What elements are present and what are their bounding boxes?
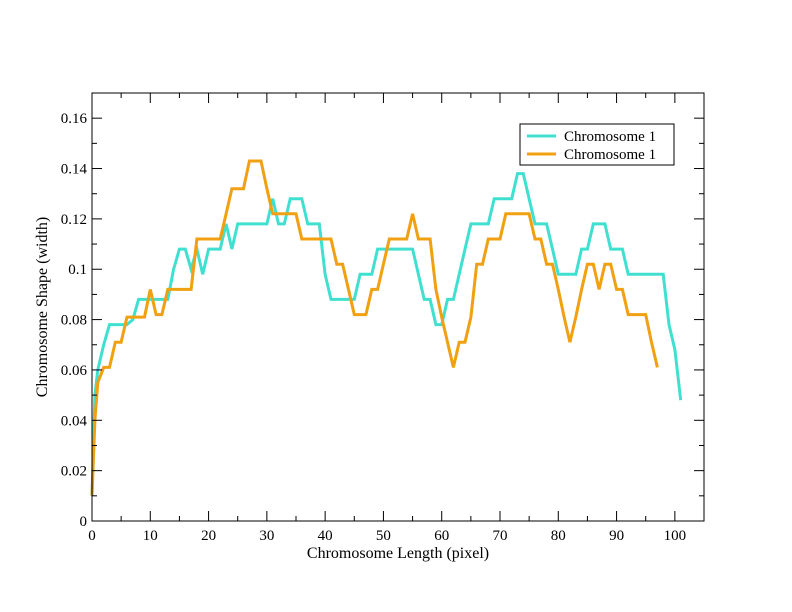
x-tick-label: 60 bbox=[434, 528, 449, 544]
x-tick-label: 90 bbox=[609, 528, 624, 544]
x-tick-label: 100 bbox=[664, 528, 687, 544]
y-axis-title: Chromosome Shape (width) bbox=[34, 217, 51, 397]
y-tick-label: 0 bbox=[80, 514, 88, 530]
legend-label-series-2: Chromosome 1 bbox=[564, 147, 656, 163]
plot-frame bbox=[91, 92, 705, 522]
x-tick-label: 40 bbox=[318, 528, 333, 544]
y-tick-label: 0.12 bbox=[61, 212, 87, 228]
x-tick-label: 10 bbox=[143, 528, 158, 544]
legend-box bbox=[519, 123, 675, 166]
y-tick-label: 0.08 bbox=[61, 313, 87, 329]
series-line-1 bbox=[90, 172, 683, 496]
legend-label-series-1: Chromosome 1 bbox=[564, 129, 656, 145]
series-layer bbox=[90, 159, 683, 496]
y-tick-label: 0.04 bbox=[61, 413, 88, 429]
x-tick-label: 80 bbox=[551, 528, 566, 544]
y-tick-label: 0.16 bbox=[61, 111, 88, 127]
y-tick-label: 0.1 bbox=[68, 262, 87, 278]
x-tick-label: 70 bbox=[493, 528, 508, 544]
x-tick-label: 50 bbox=[376, 528, 391, 544]
y-tick-label: 0.02 bbox=[61, 464, 87, 480]
x-tick-label: 20 bbox=[201, 528, 216, 544]
legend: Chromosome 1 Chromosome 1 bbox=[519, 123, 675, 166]
y-tick-label: 0.06 bbox=[61, 363, 88, 379]
series-line-2 bbox=[90, 159, 659, 496]
y-tick-label: 0.14 bbox=[61, 162, 88, 178]
x-axis-title: Chromosome Length (pixel) bbox=[307, 545, 489, 562]
tick-layer: 0 10 20 30 40 50 60 70 80 90 100 0 0.02 0.04 0.06 0.08 0… bbox=[61, 93, 704, 544]
x-tick-label: 30 bbox=[259, 528, 274, 544]
x-tick-label: 0 bbox=[88, 528, 96, 544]
